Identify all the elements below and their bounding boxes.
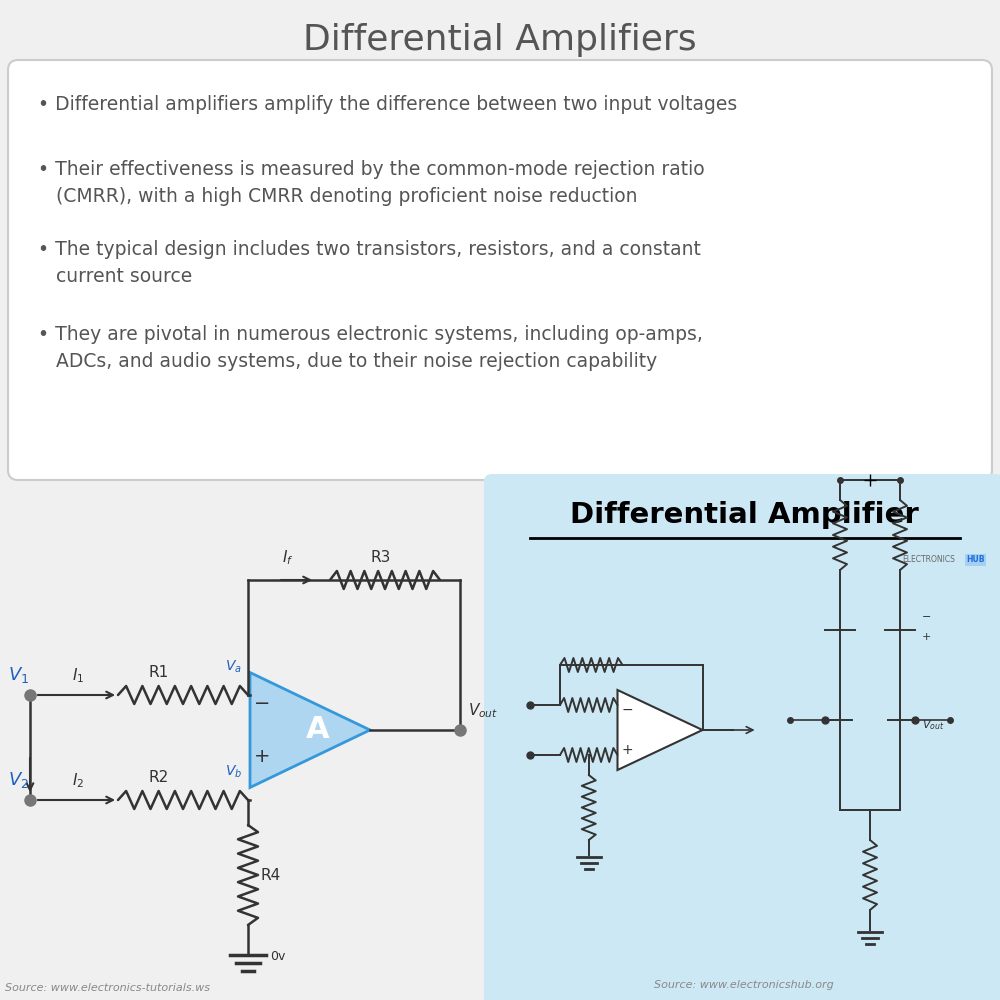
Text: $V_1$: $V_1$ [8, 665, 29, 685]
Text: +: + [922, 632, 931, 642]
Text: −: − [254, 694, 270, 712]
Text: Differential Amplifiers: Differential Amplifiers [303, 23, 697, 57]
Text: $V_{out}$: $V_{out}$ [468, 701, 498, 720]
Text: $I_2$: $I_2$ [72, 771, 84, 790]
Text: −: − [622, 703, 633, 717]
Text: R3: R3 [370, 550, 390, 565]
Text: R1: R1 [148, 665, 168, 680]
Text: +: + [622, 743, 633, 757]
Text: $V_a$: $V_a$ [225, 659, 242, 675]
Text: • Differential amplifiers amplify the difference between two input voltages: • Differential amplifiers amplify the di… [38, 95, 737, 114]
Text: +: + [254, 748, 270, 766]
FancyBboxPatch shape [0, 480, 490, 1000]
Text: Source: www.electronicshub.org: Source: www.electronicshub.org [654, 980, 834, 990]
Text: ELECTRONICS: ELECTRONICS [902, 556, 955, 564]
Text: R4: R4 [260, 868, 280, 883]
Text: Differential Amplifier: Differential Amplifier [570, 501, 918, 529]
Text: $I_f$: $I_f$ [282, 548, 294, 567]
Text: Source: www.electronics-tutorials.ws: Source: www.electronics-tutorials.ws [5, 983, 210, 993]
Text: $V_2$: $V_2$ [8, 770, 29, 790]
FancyBboxPatch shape [8, 60, 992, 480]
Text: • The typical design includes two transistors, resistors, and a constant
   curr: • The typical design includes two transi… [38, 240, 701, 286]
Polygon shape [618, 690, 702, 770]
Text: • Their effectiveness is measured by the common-mode rejection ratio
   (CMRR), : • Their effectiveness is measured by the… [38, 160, 705, 206]
Text: $V_b$: $V_b$ [225, 764, 242, 780]
FancyBboxPatch shape [484, 474, 1000, 1000]
Text: A: A [306, 716, 330, 744]
Text: $I_1$: $I_1$ [72, 666, 84, 685]
Text: HUB: HUB [966, 556, 985, 564]
Text: −: − [922, 612, 931, 622]
Text: R2: R2 [148, 770, 168, 785]
Text: 0v: 0v [270, 950, 285, 963]
Text: $V_{out}$: $V_{out}$ [922, 718, 945, 732]
Polygon shape [250, 672, 370, 788]
Text: • They are pivotal in numerous electronic systems, including op-amps,
   ADCs, a: • They are pivotal in numerous electroni… [38, 325, 703, 371]
